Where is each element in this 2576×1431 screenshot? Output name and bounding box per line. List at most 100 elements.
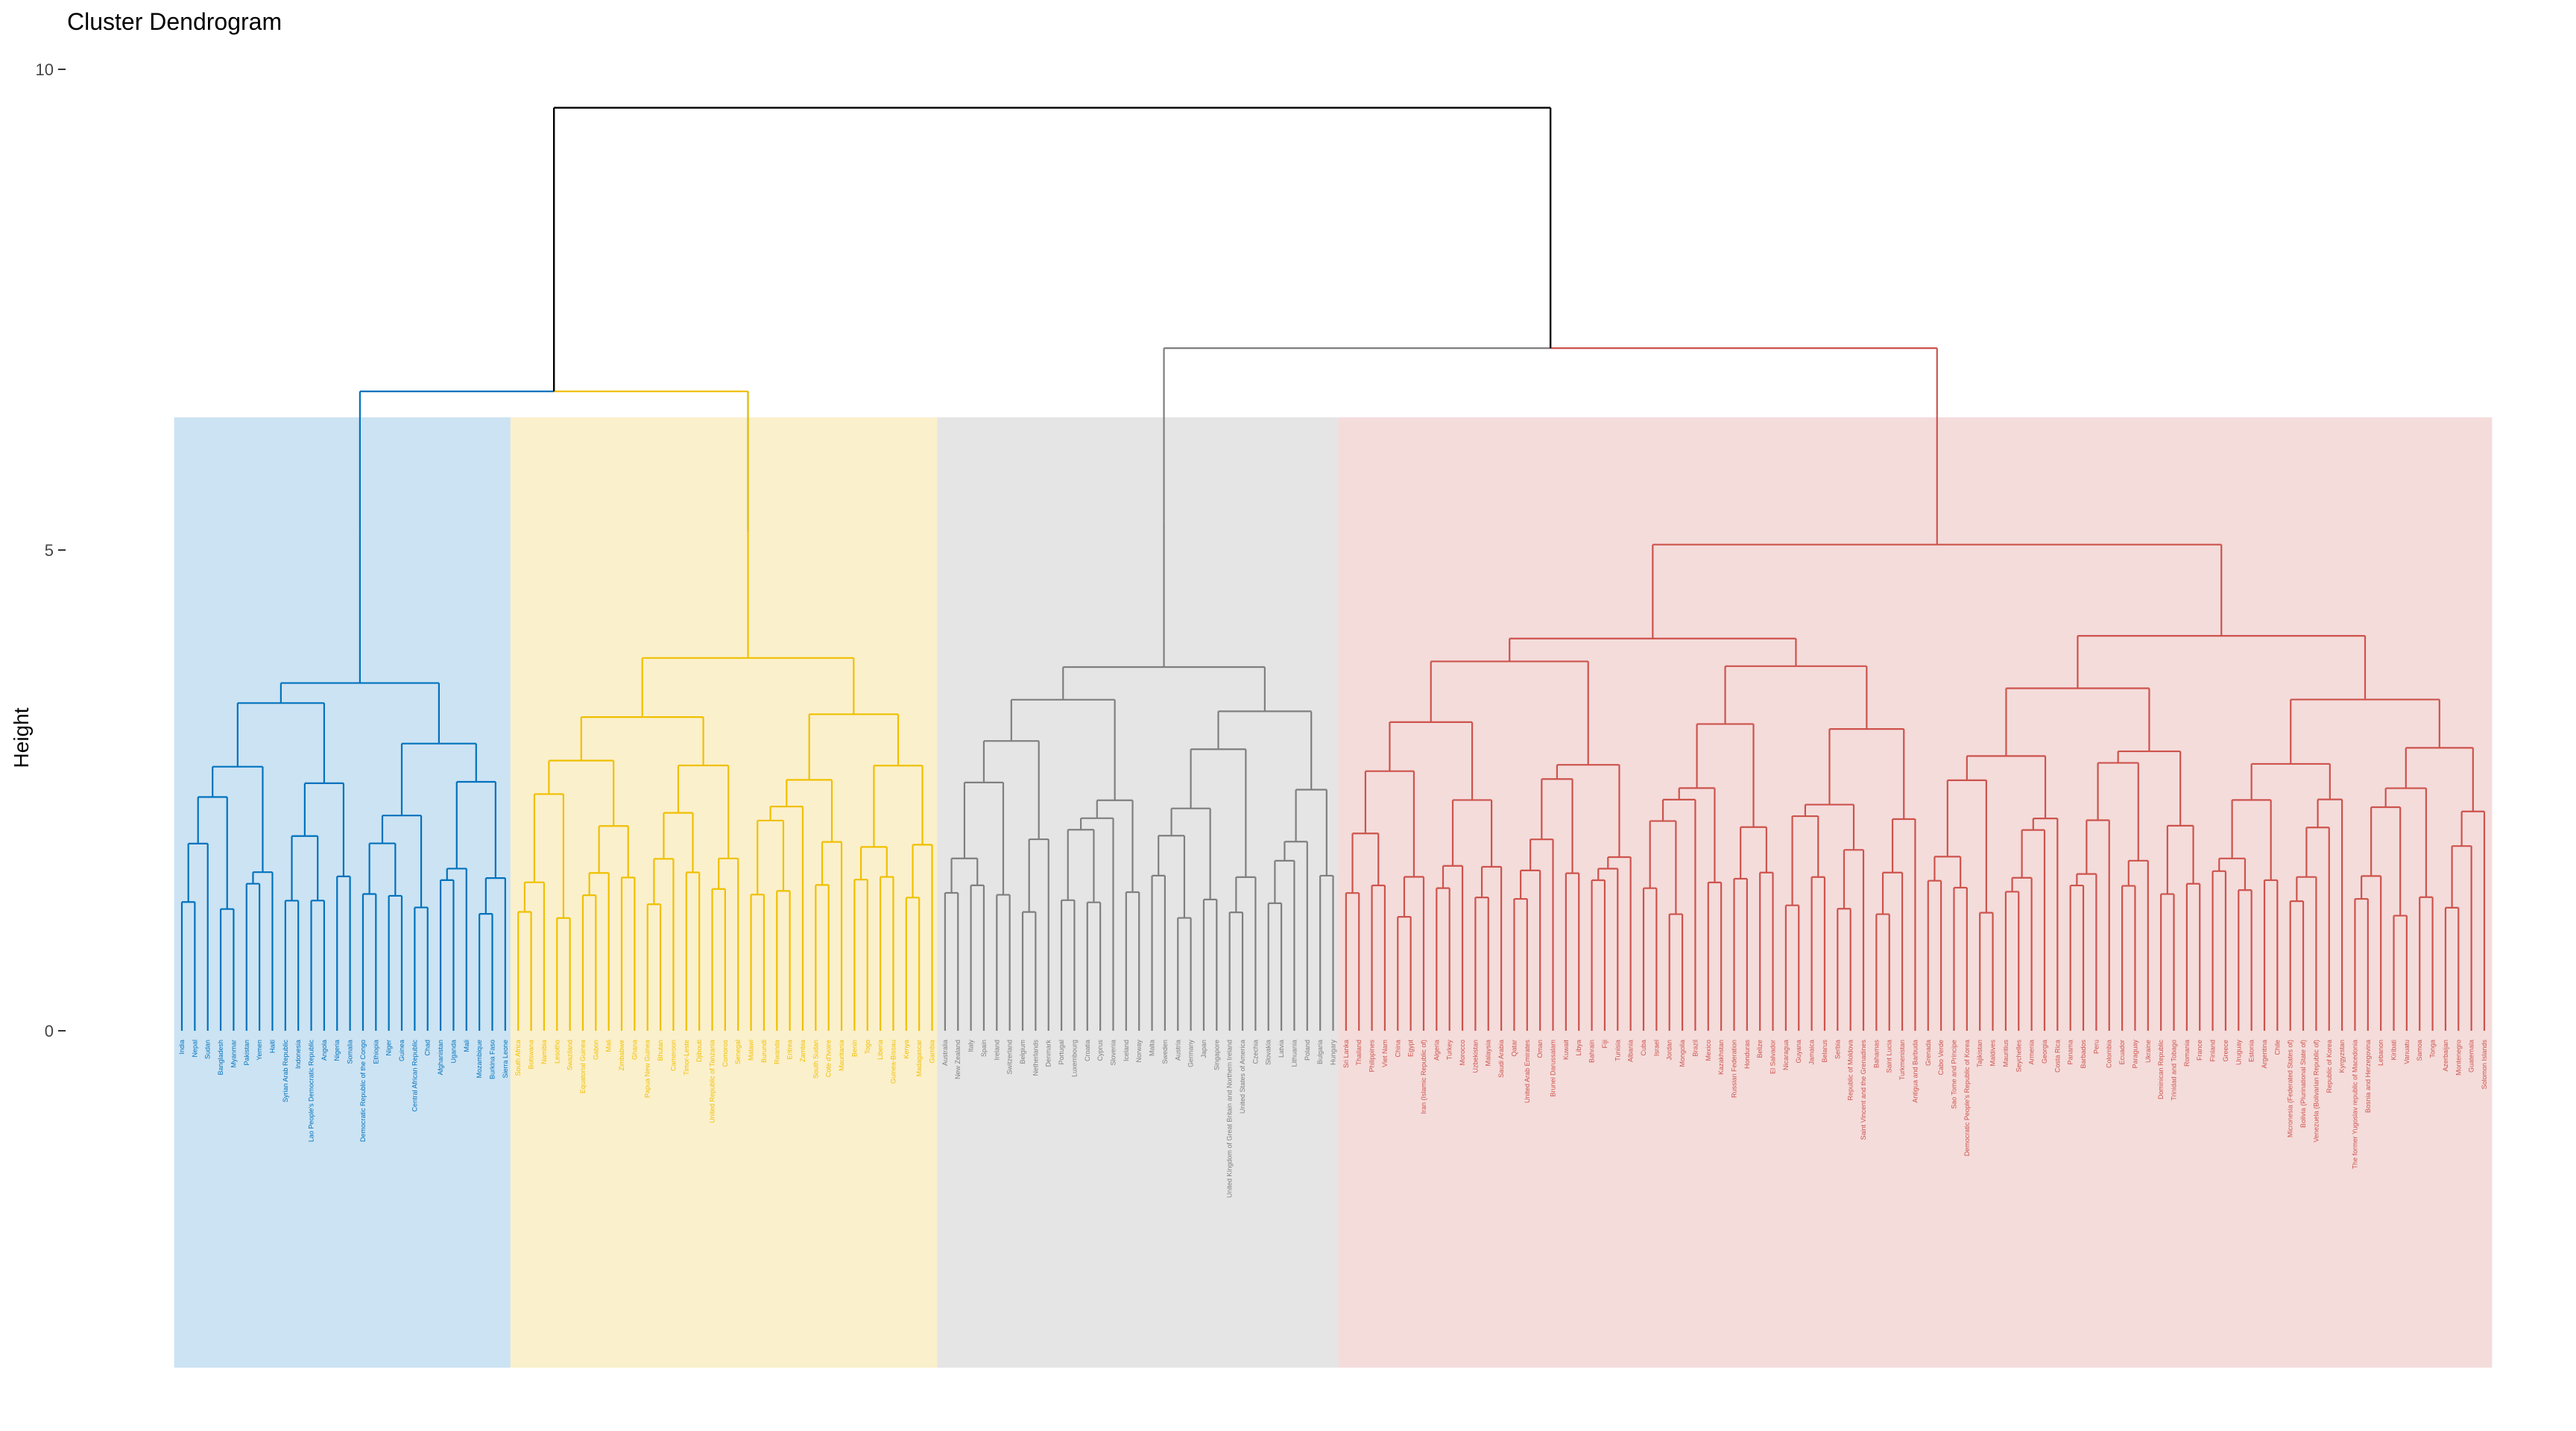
leaf-label: Finland xyxy=(2209,1040,2217,1062)
leaf-label: Madagascar xyxy=(915,1040,923,1077)
leaf-label: China xyxy=(1394,1040,1401,1058)
leaf-label: Dominican Republic xyxy=(2157,1040,2165,1100)
leaf-label: Austria xyxy=(1174,1040,1181,1061)
leaf-label: Equatorial Guinea xyxy=(579,1040,587,1093)
leaf-label: Gabon xyxy=(592,1040,599,1060)
leaf-label: Saint Vincent and the Grenadines xyxy=(1860,1040,1867,1140)
leaf-label: Haiti xyxy=(268,1040,276,1053)
leaf-label: Ecuador xyxy=(2118,1040,2126,1065)
leaf-label: Myanmar xyxy=(230,1040,237,1068)
leaf-label: Angola xyxy=(321,1040,328,1061)
leaf-label: Portugal xyxy=(1058,1040,1065,1065)
leaf-label: Uzbekistan xyxy=(1471,1040,1479,1073)
leaf-labels: India Nepal Sudan Bangladesh Myanmar Pakistan… xyxy=(178,1040,2488,1198)
leaf-label: Ukraine xyxy=(2144,1040,2152,1063)
leaf-label: Luxembourg xyxy=(1070,1040,1078,1077)
leaf-label: Kuwait xyxy=(1562,1040,1570,1061)
leaf-label: India xyxy=(178,1040,186,1055)
leaf-label: Turkey xyxy=(1446,1040,1453,1061)
leaf-label: Afghanistan xyxy=(437,1040,444,1075)
leaf-label: Iceland xyxy=(1123,1040,1130,1061)
leaf-label: Guatemala xyxy=(2468,1040,2475,1073)
leaf-label: Jordan xyxy=(1666,1040,1673,1061)
leaf-label: Australia xyxy=(941,1040,949,1066)
leaf-label: Bulgaria xyxy=(1316,1040,1324,1064)
leaf-label: Burkina Faso xyxy=(488,1040,496,1079)
leaf-label: Estonia xyxy=(2248,1040,2255,1062)
leaf-label: Maldives xyxy=(1989,1040,1997,1067)
leaf-label: Syrian Arab Republic xyxy=(282,1040,289,1103)
leaf-label: Uganda xyxy=(449,1040,457,1064)
leaf-label: Egypt xyxy=(1407,1040,1415,1058)
leaf-label: Cyprus xyxy=(1096,1040,1104,1061)
leaf-label: Swaziland xyxy=(566,1040,574,1070)
leaf-label: Namibia xyxy=(540,1040,548,1064)
leaf-label: Rwanda xyxy=(773,1040,780,1064)
y-tick-label: 10 xyxy=(36,60,54,79)
leaf-label: Tajikistan xyxy=(1976,1040,1983,1067)
leaf-label: Cuba xyxy=(1640,1040,1647,1056)
leaf-label: Paraguay xyxy=(2131,1040,2138,1069)
leaf-label: Armenia xyxy=(2028,1040,2036,1065)
leaf-label: Latvia xyxy=(1278,1040,1285,1058)
leaf-label: Belgium xyxy=(1019,1040,1026,1064)
leaf-label: Germany xyxy=(1187,1040,1195,1068)
leaf-label: Pakistan xyxy=(243,1040,250,1066)
leaf-label: Republic of Moldova xyxy=(1847,1040,1854,1101)
leaf-label: Mongolia xyxy=(1679,1040,1686,1067)
leaf-label: Senegal xyxy=(734,1040,742,1064)
leaf-label: Barbados xyxy=(2080,1040,2087,1069)
leaf-label: Solomon Islands xyxy=(2481,1040,2488,1090)
y-tick-label: 0 xyxy=(45,1022,54,1040)
leaf-label: Togo xyxy=(864,1040,871,1055)
leaf-label: United States of America xyxy=(1239,1040,1246,1113)
leaf-label: Sri Lanka xyxy=(1342,1040,1350,1068)
leaf-label: Brunei Darussalam xyxy=(1550,1040,1557,1097)
leaf-label: Colombia xyxy=(2106,1040,2113,1068)
leaf-label: Bangladesh xyxy=(217,1040,224,1075)
leaf-label: Jamaica xyxy=(1808,1040,1816,1065)
leaf-label: Guyana xyxy=(1795,1040,1802,1064)
leaf-label: Norway xyxy=(1135,1040,1143,1063)
leaf-label: Malaysia xyxy=(1485,1040,1492,1067)
leaf-label: Israel xyxy=(1652,1040,1660,1056)
leaf-label: Kazakhstan xyxy=(1717,1040,1725,1075)
leaf-label: Seychelles xyxy=(2015,1040,2022,1073)
leaf-label: Democratic Republic of the Congo xyxy=(359,1040,367,1142)
leaf-label: Costa Rica xyxy=(2053,1040,2061,1073)
leaf-label: Lithuania xyxy=(1290,1040,1298,1067)
leaf-label: Indonesia xyxy=(294,1040,302,1069)
leaf-label: Cameroon xyxy=(669,1040,677,1071)
leaf-label: Liberia xyxy=(877,1040,884,1060)
leaf-label: Samoa xyxy=(2416,1040,2423,1061)
leaf-label: Oman xyxy=(1536,1040,1544,1058)
leaf-label: Romania xyxy=(2183,1040,2191,1067)
leaf-label: Vanuatu xyxy=(2403,1040,2411,1064)
leaf-label: Guinea xyxy=(398,1040,405,1061)
leaf-label: Qatar xyxy=(1510,1040,1518,1057)
leaf-label: Zambia xyxy=(799,1040,806,1062)
leaf-label: Chile xyxy=(2273,1040,2281,1055)
y-axis: 0 5 10 xyxy=(36,60,66,1040)
leaf-label: Niger xyxy=(385,1040,393,1056)
leaf-label: Viet Nam xyxy=(1381,1040,1389,1067)
leaf-label: Venezuela (Bolivarian Republic of) xyxy=(2312,1040,2320,1143)
leaf-label: Mexico xyxy=(1705,1040,1712,1061)
leaf-label: Democratic People's Republic of Korea xyxy=(1963,1040,1971,1156)
leaf-label: Singapore xyxy=(1213,1040,1220,1070)
leaf-label: Eritrea xyxy=(786,1040,794,1060)
leaf-label: Guinea-Bissau xyxy=(889,1040,897,1084)
leaf-label: Saint Lucia xyxy=(1886,1040,1893,1073)
leaf-label: Bhutan xyxy=(657,1040,664,1061)
leaf-label: Saudi Arabia xyxy=(1497,1040,1505,1078)
leaf-label: Switzerland xyxy=(1006,1040,1014,1075)
leaf-label: Brazil xyxy=(1691,1040,1699,1057)
leaf-label: The former Yugoslav republic of Macedoni… xyxy=(2351,1040,2358,1169)
leaf-label: Sao Tome and Principe xyxy=(1950,1040,1957,1109)
chart-title: Cluster Dendrogram xyxy=(67,8,282,35)
leaf-label: Hungary xyxy=(1330,1040,1337,1066)
leaf-label: Slovenia xyxy=(1109,1040,1117,1066)
leaf-label: Kiribati xyxy=(2390,1040,2398,1061)
leaf-label: Cote d'Ivoire xyxy=(825,1040,833,1077)
leaf-label: Sudan xyxy=(204,1040,212,1059)
